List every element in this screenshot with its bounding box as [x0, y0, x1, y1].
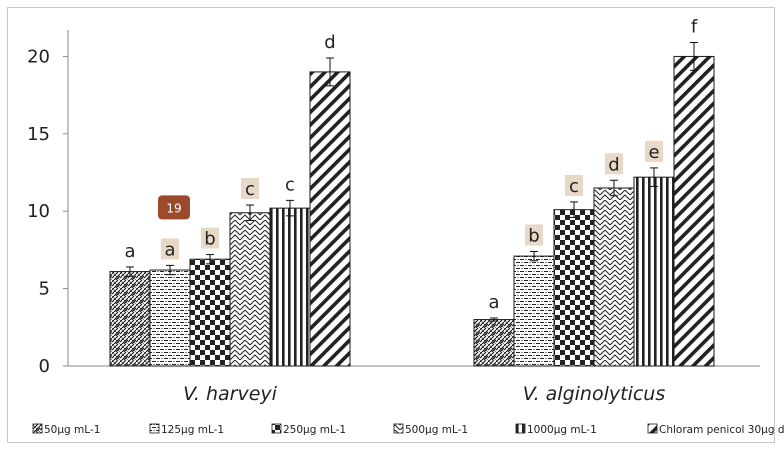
legend-label: Chloram penicol 30µg disc-1: [659, 424, 784, 436]
significance-letter: a: [488, 292, 499, 313]
y-tick-label: 10: [27, 201, 50, 222]
legend-swatch: [271, 423, 282, 434]
significance-letter: c: [245, 179, 255, 200]
significance-letter: b: [204, 229, 215, 250]
y-tick-label: 5: [39, 279, 50, 300]
letter-highlight: [605, 153, 623, 175]
significance-letters: a a b c c d a b c d e f 19: [124, 17, 697, 314]
annotation-badge-text: 19: [166, 201, 181, 215]
legend-swatch: [393, 423, 404, 434]
significance-letter: c: [569, 176, 579, 197]
bar: [553, 209, 595, 367]
legend-swatch: [647, 423, 658, 434]
letter-highlight: [201, 227, 219, 249]
annotation-badge: [158, 195, 190, 220]
bar: [513, 255, 555, 367]
legend-swatch: [32, 423, 43, 434]
legend-swatch: [149, 423, 160, 434]
bar: [109, 271, 151, 367]
letter-highlight: [565, 174, 583, 196]
legend-swatch: [515, 423, 526, 434]
letter-highlight: [161, 238, 179, 260]
bar: [269, 207, 311, 367]
significance-letter: a: [164, 239, 175, 260]
significance-letter: c: [285, 174, 295, 195]
bar: [673, 55, 715, 367]
category-label: V. alginolyticus: [523, 383, 666, 405]
significance-letter: d: [324, 32, 335, 53]
bar: [229, 212, 271, 367]
bar: [593, 187, 635, 367]
legend: 50µg mL-1 125µg mL-1 250µg mL-1 500µg mL-1 1…: [32, 423, 784, 436]
legend-label: 500µg mL-1: [405, 424, 468, 436]
y-tick-label: 15: [27, 124, 50, 145]
bar: [473, 319, 515, 367]
bar: [633, 176, 675, 367]
significance-letter: f: [691, 17, 698, 38]
significance-letter: b: [528, 225, 539, 246]
significance-letter: e: [648, 142, 659, 163]
bars: [109, 42, 715, 367]
category-labels: V. harveyi V. alginolyticus: [183, 383, 665, 405]
legend-label: 250µg mL-1: [283, 424, 346, 436]
bar: [309, 71, 351, 367]
legend-label: 125µg mL-1: [161, 424, 224, 436]
bar: [189, 258, 231, 367]
significance-letter: d: [608, 154, 619, 175]
y-tick-label: 20: [27, 46, 50, 67]
letter-highlight: [645, 140, 663, 162]
letter-highlight: [525, 224, 543, 246]
y-tick-label: 0: [39, 356, 50, 377]
legend-label: 1000µg mL-1: [527, 424, 597, 436]
legend-label: 50µg mL-1: [44, 424, 100, 436]
letter-highlight: [241, 178, 259, 200]
bar: [149, 269, 191, 367]
category-label: V. harveyi: [183, 383, 278, 405]
significance-letter: a: [124, 241, 135, 262]
